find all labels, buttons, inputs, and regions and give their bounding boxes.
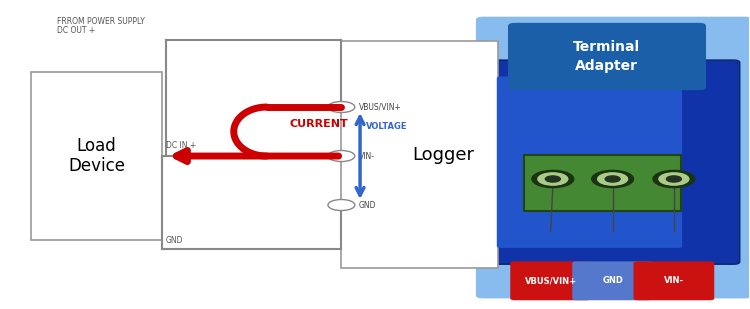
Circle shape — [328, 102, 355, 112]
Text: CURRENT: CURRENT — [290, 119, 348, 129]
FancyBboxPatch shape — [572, 261, 653, 300]
Circle shape — [545, 176, 560, 182]
FancyBboxPatch shape — [524, 154, 681, 211]
FancyBboxPatch shape — [341, 41, 498, 268]
Circle shape — [653, 171, 694, 188]
Circle shape — [328, 150, 355, 162]
Text: Terminal
Adapter: Terminal Adapter — [573, 40, 640, 73]
Circle shape — [328, 200, 355, 210]
Circle shape — [592, 171, 634, 188]
FancyBboxPatch shape — [634, 261, 714, 300]
FancyBboxPatch shape — [32, 72, 162, 240]
Circle shape — [538, 173, 568, 185]
FancyBboxPatch shape — [510, 261, 591, 300]
Text: VIN-: VIN- — [358, 151, 374, 161]
Text: VOLTAGE: VOLTAGE — [366, 122, 407, 131]
FancyBboxPatch shape — [508, 23, 706, 90]
Text: GND: GND — [166, 236, 183, 245]
Text: DC IN +: DC IN + — [166, 141, 196, 150]
Text: Load
Device: Load Device — [68, 137, 125, 176]
Circle shape — [667, 176, 681, 182]
Text: DC OUT +: DC OUT + — [58, 26, 96, 35]
Text: Logger: Logger — [413, 146, 474, 163]
Text: VIN-: VIN- — [664, 276, 684, 285]
Text: VBUS/VIN+: VBUS/VIN+ — [524, 276, 577, 285]
Circle shape — [659, 173, 688, 185]
Text: FRROM POWER SUPPLY: FRROM POWER SUPPLY — [58, 17, 146, 26]
FancyBboxPatch shape — [476, 17, 750, 298]
Text: GND: GND — [358, 201, 376, 210]
Text: VBUS/VIN+: VBUS/VIN+ — [358, 103, 401, 112]
Text: GND: GND — [602, 276, 623, 285]
FancyBboxPatch shape — [488, 60, 740, 264]
Circle shape — [605, 176, 620, 182]
Circle shape — [532, 171, 574, 188]
Circle shape — [598, 173, 628, 185]
FancyBboxPatch shape — [496, 76, 682, 248]
